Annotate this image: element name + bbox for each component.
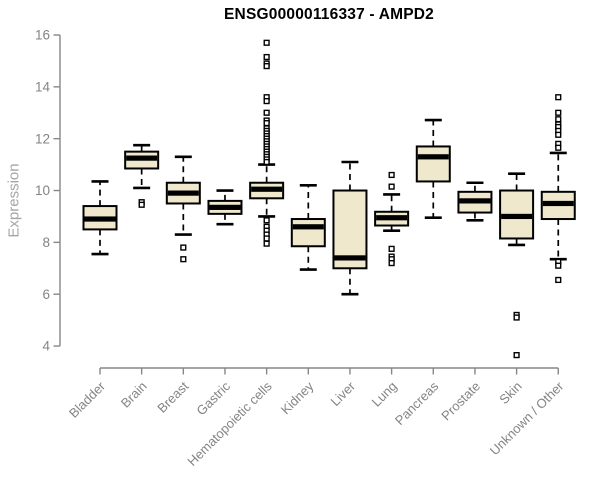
median-line <box>334 255 366 261</box>
x-category-label: Kidney <box>278 378 317 417</box>
outlier-point <box>388 259 395 267</box>
outlier-point <box>180 244 187 251</box>
boxplot-skin <box>499 172 535 359</box>
y-tick-label: 10 <box>35 183 50 198</box>
median-line <box>126 155 158 161</box>
outlier-point <box>263 97 270 105</box>
median-line <box>376 215 408 221</box>
median-line <box>501 213 533 220</box>
iqr-box <box>290 218 326 248</box>
outlier-point <box>555 131 562 138</box>
outlier-point <box>388 245 395 252</box>
x-category-label: Prostate <box>438 379 483 424</box>
boxplot-prostate <box>457 181 493 222</box>
outlier-point <box>388 171 395 179</box>
y-tick-label: 12 <box>35 131 50 146</box>
outlier-point <box>263 158 270 166</box>
outlier-point <box>555 109 562 116</box>
x-category-label: Liver <box>328 378 359 409</box>
x-category-label: Breast <box>154 378 191 415</box>
x-category-label: Gastric <box>193 378 233 418</box>
x-category-label: Lung <box>369 379 400 410</box>
median-line <box>167 190 199 196</box>
outlier-point <box>555 144 562 151</box>
outlier-point <box>263 235 270 242</box>
x-category-label: Unknown / Other <box>487 378 567 458</box>
outlier-point <box>263 217 270 224</box>
y-tick-label: 8 <box>42 235 50 250</box>
outlier-point <box>555 262 562 269</box>
boxplot-pancreas <box>415 118 451 220</box>
outlier-point <box>263 240 270 247</box>
y-tick-label: 16 <box>35 28 50 43</box>
outlier-point <box>263 63 270 70</box>
boxplot-bladder <box>82 180 118 256</box>
outlier-point <box>555 94 562 101</box>
outlier-point <box>263 109 270 116</box>
outlier-point <box>513 352 520 359</box>
boxplot-kidney <box>290 184 326 271</box>
boxplot-liver <box>332 160 368 296</box>
iqr-box <box>415 145 451 183</box>
median-line <box>417 154 449 160</box>
x-category-label: Bladder <box>66 378 109 421</box>
outlier-point <box>263 53 270 61</box>
median-line <box>542 200 574 207</box>
outlier-point <box>263 120 270 127</box>
x-category-label: Skin <box>496 379 524 407</box>
x-category-label: Pancreas <box>392 378 442 428</box>
y-tick-label: 4 <box>42 339 50 354</box>
chart-title: ENSG00000116337 - AMPD2 <box>224 6 434 23</box>
outlier-point <box>555 276 562 284</box>
median-line <box>84 216 116 222</box>
median-line <box>209 204 241 210</box>
x-category-label: Brain <box>118 379 150 411</box>
outlier-point <box>388 183 395 190</box>
boxplot-lung <box>374 171 410 267</box>
median-line <box>251 186 283 192</box>
outlier-point <box>263 39 270 46</box>
median-line <box>459 198 491 204</box>
boxplot-brain <box>124 143 160 208</box>
outlier-point <box>180 256 187 263</box>
y-tick-label: 6 <box>42 287 50 302</box>
boxplot-gastric <box>207 189 243 226</box>
outlier-point <box>555 116 562 123</box>
boxplot-hematopoietic-cells <box>249 39 285 247</box>
boxplot-unknown-other <box>540 94 576 284</box>
y-tick-label: 14 <box>35 79 51 94</box>
outlier-point <box>138 201 145 208</box>
outlier-point <box>513 314 520 321</box>
median-line <box>292 224 324 230</box>
boxplot-breast <box>165 155 201 263</box>
